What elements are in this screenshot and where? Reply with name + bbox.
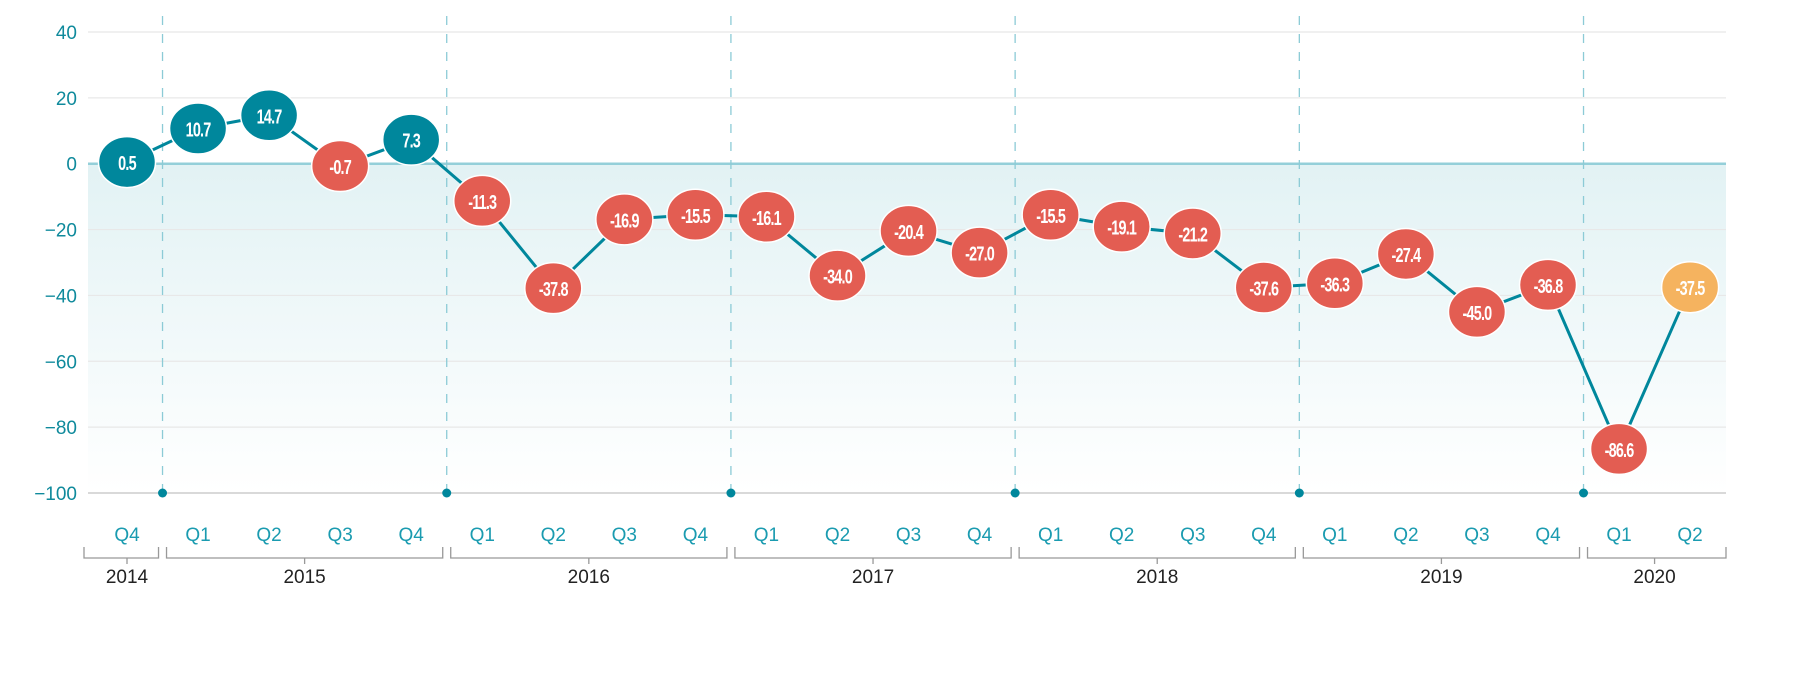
data-point <box>1376 227 1436 281</box>
data-point <box>524 261 583 315</box>
x-quarter-label: Q2 <box>1109 525 1134 546</box>
x-quarter-label: Q2 <box>256 525 281 546</box>
year-divider-dot <box>442 488 452 498</box>
x-quarter-label: Q4 <box>114 525 140 546</box>
x-quarter-label: Q1 <box>470 525 495 546</box>
x-quarter-label: Q3 <box>1464 525 1489 546</box>
data-point <box>1021 188 1080 242</box>
x-quarter-label: Q2 <box>1393 525 1418 546</box>
data-label: -0.7 <box>329 155 351 178</box>
y-tick-label: 20 <box>56 89 77 110</box>
data-point <box>808 249 867 302</box>
x-quarter-label: Q1 <box>185 525 210 546</box>
data-point <box>737 190 796 243</box>
x-year-label: 2018 <box>1136 567 1178 588</box>
data-point <box>879 204 938 258</box>
y-tick-label: −40 <box>45 286 77 307</box>
year-bracket <box>1302 547 1581 559</box>
data-label: -16.9 <box>610 209 640 232</box>
data-label: -27.0 <box>965 242 995 265</box>
data-label: -20.4 <box>894 220 924 243</box>
x-quarter-label: Q4 <box>399 525 425 546</box>
data-point <box>168 102 228 155</box>
x-quarter-label: Q2 <box>541 525 566 546</box>
data-label: 10.7 <box>186 118 212 141</box>
year-divider-dot <box>1010 488 1020 498</box>
data-label: -36.8 <box>1534 274 1564 297</box>
x-year-label: 2017 <box>852 567 894 588</box>
x-quarter-label: Q4 <box>683 525 709 546</box>
x-quarter-label: Q3 <box>327 525 352 546</box>
x-quarter-label: Q1 <box>1322 525 1347 546</box>
data-point <box>950 226 1009 279</box>
data-point <box>666 188 725 242</box>
x-year-label: 2015 <box>283 567 325 588</box>
x-quarter-label: Q4 <box>1535 525 1561 546</box>
y-tick-label: 0 <box>66 155 77 176</box>
year-divider-dot <box>1579 488 1589 498</box>
x-quarter-label: Q4 <box>967 525 993 546</box>
data-point <box>97 135 157 189</box>
x-year-label: 2019 <box>1420 567 1462 588</box>
data-label: -34.0 <box>823 265 853 288</box>
year-bracket <box>734 547 1012 559</box>
data-point <box>453 174 512 228</box>
y-tick-label: −60 <box>45 352 77 373</box>
data-label: -15.5 <box>1036 204 1066 227</box>
x-year-label: 2020 <box>1633 567 1675 588</box>
year-bracket <box>83 547 160 559</box>
data-point <box>595 193 654 246</box>
data-point <box>310 139 370 193</box>
data-label: -37.5 <box>1676 277 1706 300</box>
data-point <box>1447 285 1507 339</box>
data-label: -16.1 <box>752 206 782 229</box>
data-label: -15.5 <box>681 204 711 227</box>
x-quarter-label: Q1 <box>1606 525 1631 546</box>
data-point <box>1660 260 1720 314</box>
x-year-label: 2016 <box>568 567 610 588</box>
data-label: -19.1 <box>1107 216 1137 239</box>
data-label: 0.5 <box>118 152 136 175</box>
year-bracket <box>165 547 444 559</box>
y-tick-label: −80 <box>45 418 77 439</box>
year-divider-dot <box>1294 488 1304 498</box>
x-quarter-label: Q2 <box>825 525 850 546</box>
x-quarter-label: Q1 <box>754 525 779 546</box>
data-point <box>1234 261 1294 314</box>
data-point <box>1092 200 1151 253</box>
y-tick-label: −100 <box>34 484 77 505</box>
year-bracket <box>450 547 728 559</box>
year-bracket <box>1586 547 1727 559</box>
data-point <box>1163 207 1222 260</box>
x-year-label: 2014 <box>106 567 149 588</box>
data-label: -37.6 <box>1249 277 1279 300</box>
x-quarter-label: Q3 <box>612 525 637 546</box>
data-label: 14.7 <box>257 105 283 128</box>
x-quarter-label: Q3 <box>1180 525 1205 546</box>
y-tick-label: −20 <box>45 221 77 242</box>
data-point <box>1589 422 1649 476</box>
data-point <box>381 113 441 166</box>
year-divider-dot <box>726 488 736 498</box>
year-divider-dot <box>158 488 168 498</box>
x-quarter-label: Q4 <box>1251 525 1277 546</box>
data-label: 7.3 <box>402 129 420 152</box>
data-point <box>1305 256 1365 310</box>
data-label: -45.0 <box>1463 301 1493 324</box>
y-tick-label: 40 <box>56 23 77 44</box>
data-label: -36.3 <box>1320 273 1350 296</box>
year-bracket <box>1018 547 1296 559</box>
x-quarter-label: Q3 <box>896 525 921 546</box>
x-quarter-label: Q2 <box>1677 525 1702 546</box>
data-point <box>239 89 299 142</box>
data-point <box>1518 258 1578 312</box>
data-label: -11.3 <box>468 190 497 213</box>
data-label: -27.4 <box>1391 243 1421 266</box>
data-label: -21.2 <box>1178 223 1208 246</box>
data-label: -37.8 <box>539 278 569 301</box>
data-label: -86.6 <box>1605 438 1635 461</box>
x-quarter-label: Q1 <box>1038 525 1063 546</box>
